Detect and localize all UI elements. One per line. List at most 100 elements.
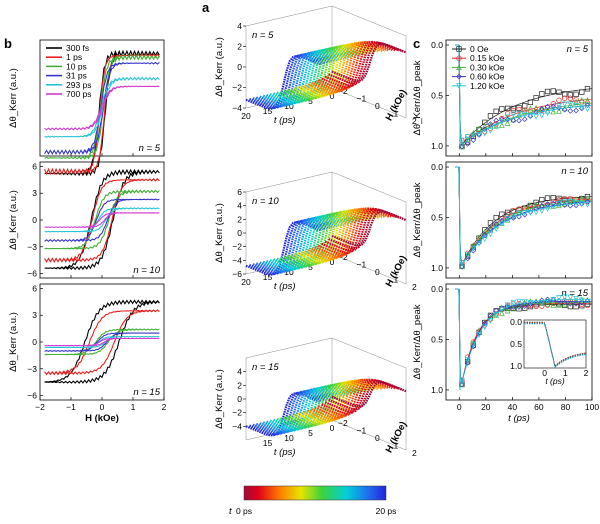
data-point <box>470 245 477 252</box>
data-point <box>521 116 528 123</box>
waterfall-trace <box>245 392 321 437</box>
data-point <box>470 137 477 143</box>
legend-entry: 31 ps <box>66 71 87 81</box>
x-tick-label: 40 <box>508 402 518 412</box>
data-point <box>573 200 579 206</box>
data-point <box>504 111 511 117</box>
data-point <box>567 202 574 209</box>
waterfall-trace <box>259 217 335 273</box>
data-point <box>550 106 557 113</box>
data-point <box>481 123 488 129</box>
h-tick-label: −1 <box>357 426 367 436</box>
data-point <box>550 108 557 115</box>
hysteresis-loop <box>44 168 160 271</box>
data-point <box>476 332 482 338</box>
waterfall-trace <box>252 219 328 275</box>
x-tick-label: −2 <box>35 402 45 412</box>
data-point <box>456 73 462 80</box>
z-axis-label: Δθ_Kerr (a.u.) <box>214 203 225 263</box>
waterfall-trace <box>310 41 386 93</box>
data-point <box>550 301 557 308</box>
y-tick-label: 6 <box>32 161 37 171</box>
waterfall-trace <box>283 212 359 267</box>
data-point <box>544 104 551 111</box>
data-point <box>556 295 562 302</box>
z-tick-label: 2 <box>237 42 242 52</box>
waterfall-trace <box>307 379 383 421</box>
data-point <box>521 210 528 216</box>
data-point <box>481 130 488 137</box>
data-point <box>487 314 494 321</box>
data-point <box>573 297 579 304</box>
waterfall-trace <box>273 48 348 104</box>
data-point <box>470 133 476 139</box>
t-tick-label: 15 <box>263 438 273 448</box>
data-point <box>459 260 465 266</box>
waterfall-trace <box>286 45 362 100</box>
data-point <box>504 216 511 222</box>
t-tick-label: 15 <box>263 272 273 282</box>
y-tick-label: −3 <box>27 242 37 252</box>
data-point <box>544 88 551 95</box>
data-point <box>567 108 574 114</box>
box-edge <box>245 5 333 27</box>
y-tick-label: 0.5 <box>431 212 443 222</box>
x-tick-label: 20 <box>481 402 491 412</box>
waterfall-trace <box>245 220 321 276</box>
waterfall-trace <box>266 216 342 271</box>
data-point <box>556 195 562 202</box>
data-point <box>539 303 545 309</box>
colorbar: t 0 ps 20 ps <box>229 485 397 517</box>
data-point <box>527 105 534 112</box>
panel-label-a: a <box>202 0 210 15</box>
data-point <box>464 360 471 366</box>
colorbar-max-label: 20 ps <box>376 506 397 516</box>
data-point <box>499 115 505 122</box>
data-point <box>527 99 534 105</box>
z-tick-label: 6 <box>237 187 242 197</box>
data-point <box>567 303 574 310</box>
data-point <box>544 195 551 201</box>
z-tick-label: 0 <box>237 228 242 238</box>
inset-chart: 0 1 2 0.0 0.5 1.0 t (ps) <box>510 317 588 386</box>
data-point <box>510 105 516 112</box>
waterfall-trace <box>314 207 390 258</box>
colorbar-gradient <box>243 485 387 501</box>
data-point <box>556 104 562 111</box>
t-tick-label: 5 <box>308 96 313 106</box>
data-point <box>533 95 539 101</box>
waterfall-trace <box>269 215 345 270</box>
data-point <box>584 195 591 202</box>
waterfall-trace <box>259 51 335 107</box>
data-point <box>516 210 522 217</box>
data-point <box>584 97 591 103</box>
waterfall-trace <box>280 384 355 429</box>
t-tick-label: 5 <box>308 428 313 438</box>
legend-entry: 0 Oe <box>470 44 489 54</box>
legend-entry: 293 ps <box>66 80 92 90</box>
waterfall-trace <box>317 378 393 417</box>
data-point <box>584 298 591 305</box>
data-point <box>487 121 494 127</box>
data-point <box>470 132 477 139</box>
hysteresis-loop <box>44 309 160 376</box>
waterfall-trace <box>317 40 393 91</box>
data-point <box>499 306 505 313</box>
z-tick-label: 0 <box>237 394 242 404</box>
data-point <box>550 300 556 306</box>
data-point <box>464 255 471 262</box>
data-point <box>510 117 517 124</box>
hysteresis-loop <box>44 328 160 356</box>
data-point <box>521 299 528 305</box>
h-tick-label: −1 <box>357 260 367 270</box>
legend-entry: 10 ps <box>66 61 87 71</box>
waterfall-trace <box>273 214 348 270</box>
inset-x-tick-label: 1 <box>563 368 568 378</box>
data-point <box>504 302 511 309</box>
data-point <box>556 201 562 207</box>
data-point <box>544 202 551 209</box>
data-point <box>481 229 488 235</box>
waterfall-trace <box>290 44 366 99</box>
waterfall-trace <box>314 40 390 92</box>
